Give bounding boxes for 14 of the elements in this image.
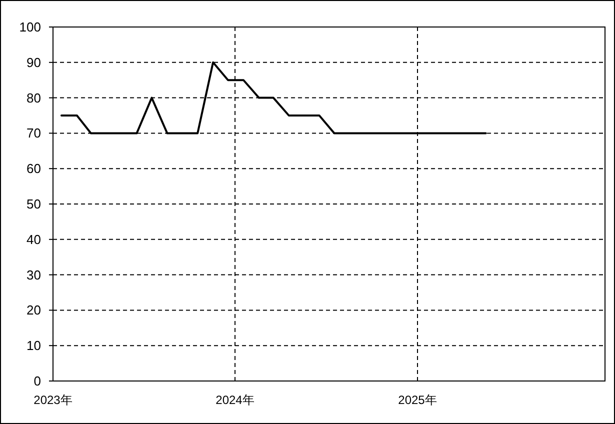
y-tick-label: 70 bbox=[26, 126, 41, 141]
y-tick-label: 30 bbox=[26, 267, 41, 282]
y-tick-label: 90 bbox=[26, 54, 41, 70]
y-tick-label: 0 bbox=[34, 374, 41, 388]
y-tick-label: 20 bbox=[26, 302, 41, 318]
x-tick-label: 2025年 bbox=[398, 393, 437, 407]
y-tick-label: 60 bbox=[26, 161, 41, 176]
y-tick-label: 80 bbox=[26, 90, 41, 106]
y-tick-label: 50 bbox=[26, 196, 41, 212]
y-tick-label: 40 bbox=[26, 232, 41, 247]
y-tick-label: 10 bbox=[26, 338, 41, 354]
x-tick-label: 2023年 bbox=[34, 393, 72, 407]
y-tick-label: 100 bbox=[19, 20, 41, 34]
x-tick-label: 2024年 bbox=[216, 393, 254, 407]
